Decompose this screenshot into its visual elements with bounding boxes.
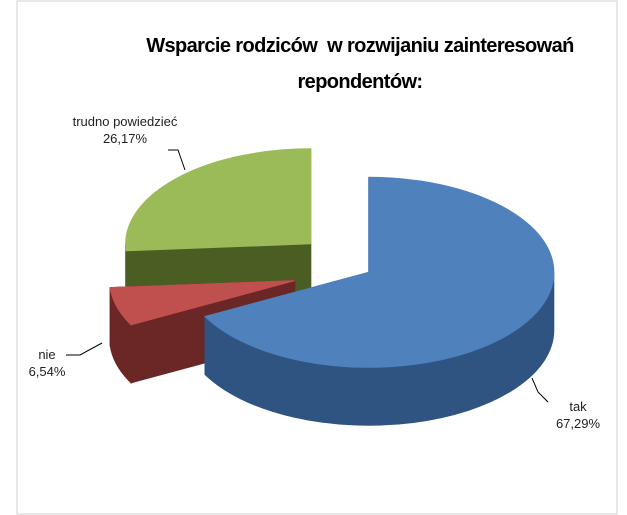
data-label: nie 6,54% [22,346,72,380]
pie-slice [204,176,555,426]
leader-line [531,377,549,403]
chart-title: Wsparcie rodziców w rozwijaniu zainteres… [146,35,579,93]
category-label: tak [569,399,587,414]
category-label: nie [38,347,56,362]
value-label: 67,29% [555,416,601,431]
leader-line [66,342,103,356]
data-label: trudno powiedzieć 26,17% [70,113,180,147]
slice-top [204,176,555,368]
value-label: 6,54% [28,364,66,379]
slice-top [125,148,312,252]
slice-top [109,280,295,326]
category-label: trudno powiedzieć [72,114,178,129]
data-label: tak 67,29% [548,398,608,432]
chart-frame [16,0,618,515]
leader-line [168,149,186,171]
value-label: 26,17% [102,131,148,146]
